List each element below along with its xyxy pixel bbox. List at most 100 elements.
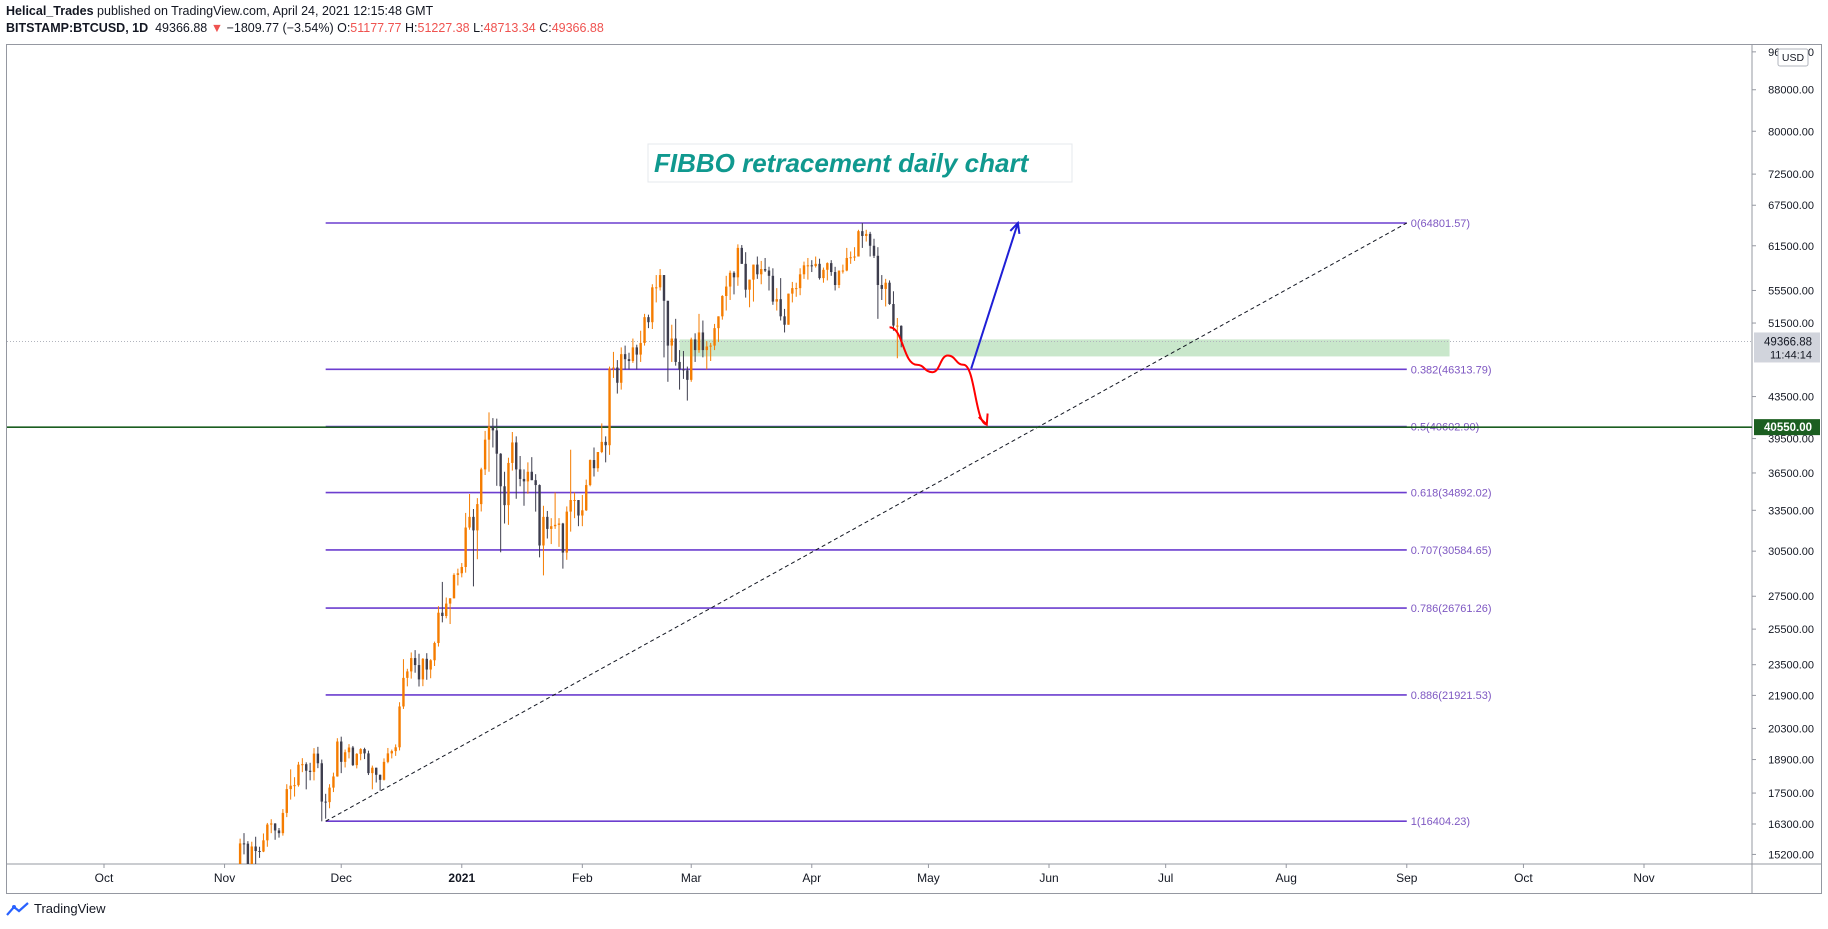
candle-body (561, 523, 565, 553)
candle-body (281, 812, 285, 834)
footer-brand[interactable]: TradingView (6, 901, 106, 916)
candle-body (600, 441, 603, 452)
candle-body (429, 660, 432, 670)
candle-body (853, 256, 856, 258)
candle-body (297, 764, 300, 786)
chart-frame[interactable] (6, 44, 1822, 894)
fib-level-label: 0.886(21921.53) (1411, 690, 1492, 702)
candle-body (725, 286, 728, 296)
candle-body (678, 361, 681, 370)
candle-body (767, 270, 771, 276)
y-tick-label: 43500.00 (1768, 392, 1814, 404)
fib-level-label: 0.382(46313.79) (1411, 364, 1492, 376)
currency-badge (1777, 48, 1809, 67)
candle-body (849, 257, 852, 259)
x-tick-label: Nov (1633, 871, 1654, 885)
projection-up-arrowhead (1009, 220, 1021, 235)
chart-title-box (647, 143, 1073, 183)
candle-body (550, 526, 553, 529)
candle-body (670, 338, 673, 346)
price-change: −1809.77 (−3.54%) (226, 21, 334, 35)
plot-area: 0(64801.57)0.382(46313.79)0.5(40602.90)0… (7, 143, 1752, 864)
candle-body (518, 469, 522, 479)
candle-body (876, 255, 880, 286)
open-value: 51177.77 (350, 21, 402, 35)
candle-body (441, 612, 444, 617)
candle-body (686, 370, 689, 380)
candle-body (709, 345, 712, 347)
candle-body (779, 299, 782, 317)
x-tick-label: May (917, 871, 940, 885)
candle-body (340, 741, 343, 762)
symbol-info: BITSTAMP:BTCUSD, 1D 49366.88 ▼ −1809.77 … (6, 21, 604, 35)
candle-body (526, 471, 530, 482)
candle-body (557, 523, 561, 525)
candle-body (386, 753, 390, 762)
candle-body (277, 830, 281, 834)
candle-body (394, 747, 397, 752)
x-tick-label: 2021 (448, 871, 475, 885)
x-tick-label: Jun (1039, 871, 1058, 885)
candle-body (410, 658, 413, 672)
candle-body (721, 295, 724, 317)
last-price: 49366.88 (155, 21, 208, 35)
candle-body (581, 510, 584, 516)
candle-body (604, 441, 607, 446)
candle-body (402, 677, 405, 707)
y-tick-label: 36500.00 (1768, 468, 1814, 480)
current-price-tag (1754, 332, 1820, 363)
candle-body (818, 263, 821, 279)
candle-body (472, 516, 475, 531)
candle-body (569, 500, 572, 512)
y-tick-label: 61500.00 (1768, 241, 1814, 253)
candle-body (787, 293, 790, 325)
candle-body (425, 658, 428, 670)
fib-level-label: 0.618(34892.02) (1411, 488, 1492, 500)
candle-body (701, 332, 705, 351)
candle-body (456, 573, 460, 575)
projection-down-arrowhead (978, 413, 989, 427)
publish-info: Helical_Trades published on TradingView.… (6, 4, 433, 18)
y-tick-label: 51500.00 (1768, 318, 1814, 330)
candle-body (316, 753, 320, 764)
high-label: H: (405, 21, 418, 35)
candle-body (740, 247, 743, 264)
candle-body (522, 478, 526, 482)
open-label: O: (337, 21, 351, 35)
candle-body (865, 233, 868, 236)
candle-body (857, 231, 860, 257)
candle-body (612, 367, 615, 369)
candle-body (301, 764, 304, 766)
close-value: 49366.88 (551, 21, 604, 35)
candle-body (503, 486, 506, 506)
author-name[interactable]: Helical_Trades (6, 4, 94, 18)
candle-body (810, 265, 813, 267)
x-tick-label: Aug (1276, 871, 1297, 885)
candle-body (717, 316, 720, 329)
candle-body (608, 368, 611, 446)
candle-body (806, 265, 810, 267)
candle-body (833, 272, 837, 286)
candle-body (270, 823, 273, 825)
candle-body (884, 282, 887, 289)
candle-body (367, 753, 370, 774)
candle-body (631, 347, 635, 362)
candle-body (888, 282, 891, 305)
countdown-label: 11:44:14 (1770, 349, 1812, 361)
candle-body (390, 751, 393, 754)
candle-body (480, 469, 483, 505)
fib-level-label: 0.786(26761.26) (1411, 603, 1492, 615)
x-tick-label: Sep (1396, 871, 1418, 885)
candle-body (596, 451, 600, 469)
x-tick-label: Jul (1158, 871, 1173, 885)
candle-body (538, 485, 541, 546)
candle-body (845, 257, 848, 271)
candle-body (262, 840, 265, 852)
candle-body (530, 471, 533, 481)
candle-body (705, 346, 708, 351)
candle-body (363, 749, 366, 754)
candle-body (592, 460, 596, 469)
y-tick-label: 88000.00 (1768, 85, 1814, 97)
candle-body (355, 753, 358, 766)
